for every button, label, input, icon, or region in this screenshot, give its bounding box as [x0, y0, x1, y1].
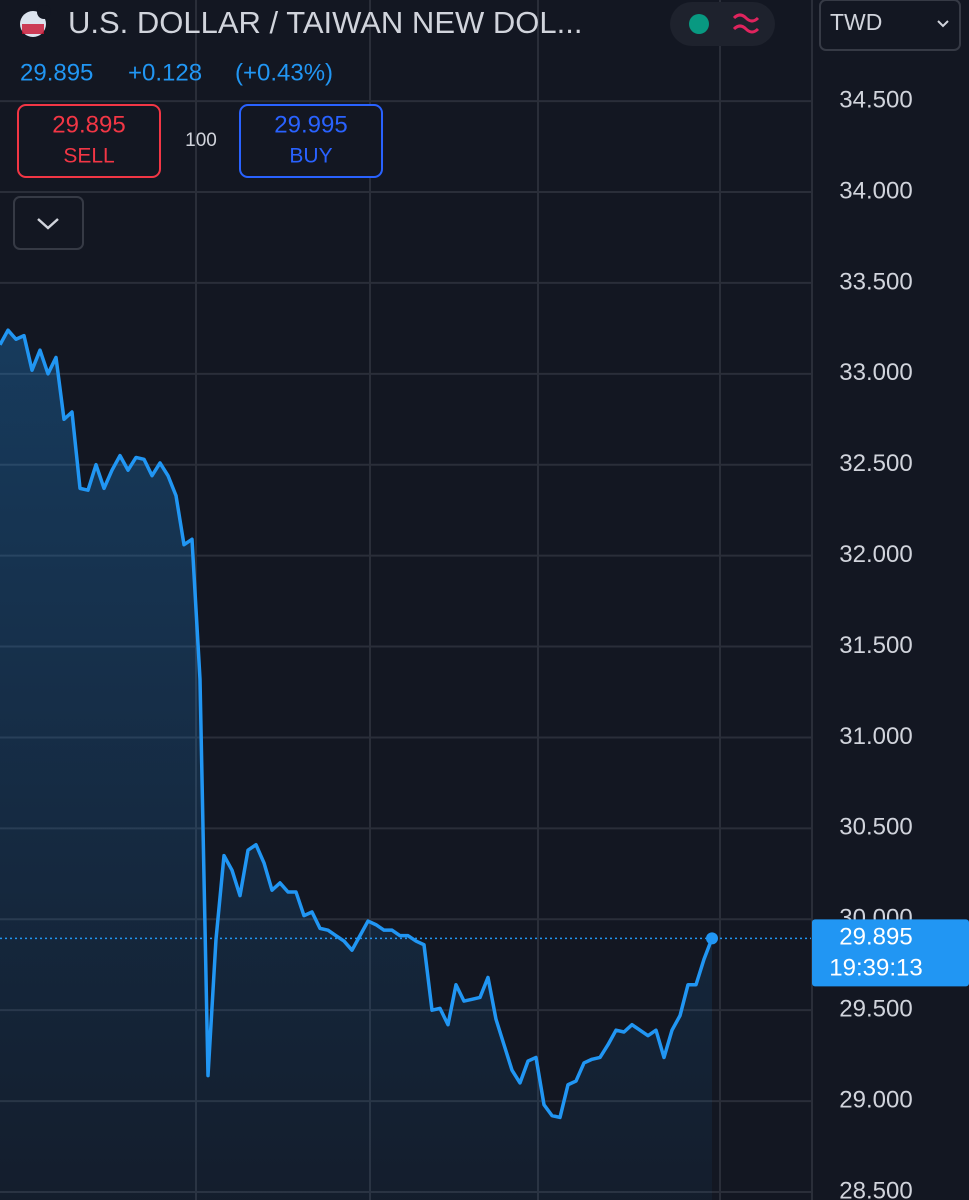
market-open-dot [689, 14, 709, 34]
price-change-percent: (+0.43%) [235, 59, 333, 86]
y-tick-label: 32.000 [839, 541, 912, 568]
quantity[interactable]: 100 [185, 130, 217, 151]
price-tag [812, 919, 969, 987]
y-tick-label: 29.000 [839, 1086, 912, 1113]
y-tick-label: 32.500 [839, 450, 912, 477]
buy-price[interactable]: 29.995 [274, 111, 347, 138]
sell-box[interactable] [17, 104, 161, 178]
chevron-icon [37, 218, 59, 230]
collapse-button[interactable] [13, 196, 84, 250]
price-tag-value: 29.895 [839, 924, 912, 951]
symbol-title: U.S. DOLLAR / TAIWAN NEW DOL... [68, 5, 582, 40]
currency-dropdown[interactable] [819, 0, 961, 51]
y-tick-label: 33.500 [839, 268, 912, 295]
y-tick-label: 28.500 [839, 1177, 912, 1200]
y-tick-label: 31.500 [839, 632, 912, 659]
y-tick-label: 33.000 [839, 359, 912, 386]
flag-notch [37, 5, 51, 19]
area-fill [0, 330, 712, 1200]
delay-icon [732, 13, 760, 34]
price-change: +0.128 [128, 59, 202, 86]
price-line [0, 328, 714, 1120]
currency-label[interactable]: TWD [830, 9, 882, 35]
buy-button[interactable]: 29.995 BUY [239, 104, 383, 178]
sell-price[interactable]: 29.895 [52, 111, 125, 138]
status-toggle[interactable] [670, 2, 775, 46]
y-tick-label: 29.500 [839, 996, 912, 1023]
price-tag-time: 19:39:13 [829, 955, 922, 982]
last-point [706, 932, 718, 945]
y-tick-label: 31.000 [839, 723, 912, 750]
last-price: 29.895 [20, 59, 93, 86]
y-tick-label: 30.500 [839, 814, 912, 841]
buy-box[interactable] [239, 104, 383, 178]
dropdown-chevron [937, 20, 949, 28]
sell-button[interactable]: 29.895 SELL [17, 104, 161, 178]
y-tick-label: 34.000 [839, 177, 912, 204]
y-tick-label: 34.500 [839, 86, 912, 113]
buy-label[interactable]: BUY [289, 145, 332, 168]
sell-label[interactable]: SELL [63, 145, 114, 168]
flag-stripes [22, 24, 44, 34]
